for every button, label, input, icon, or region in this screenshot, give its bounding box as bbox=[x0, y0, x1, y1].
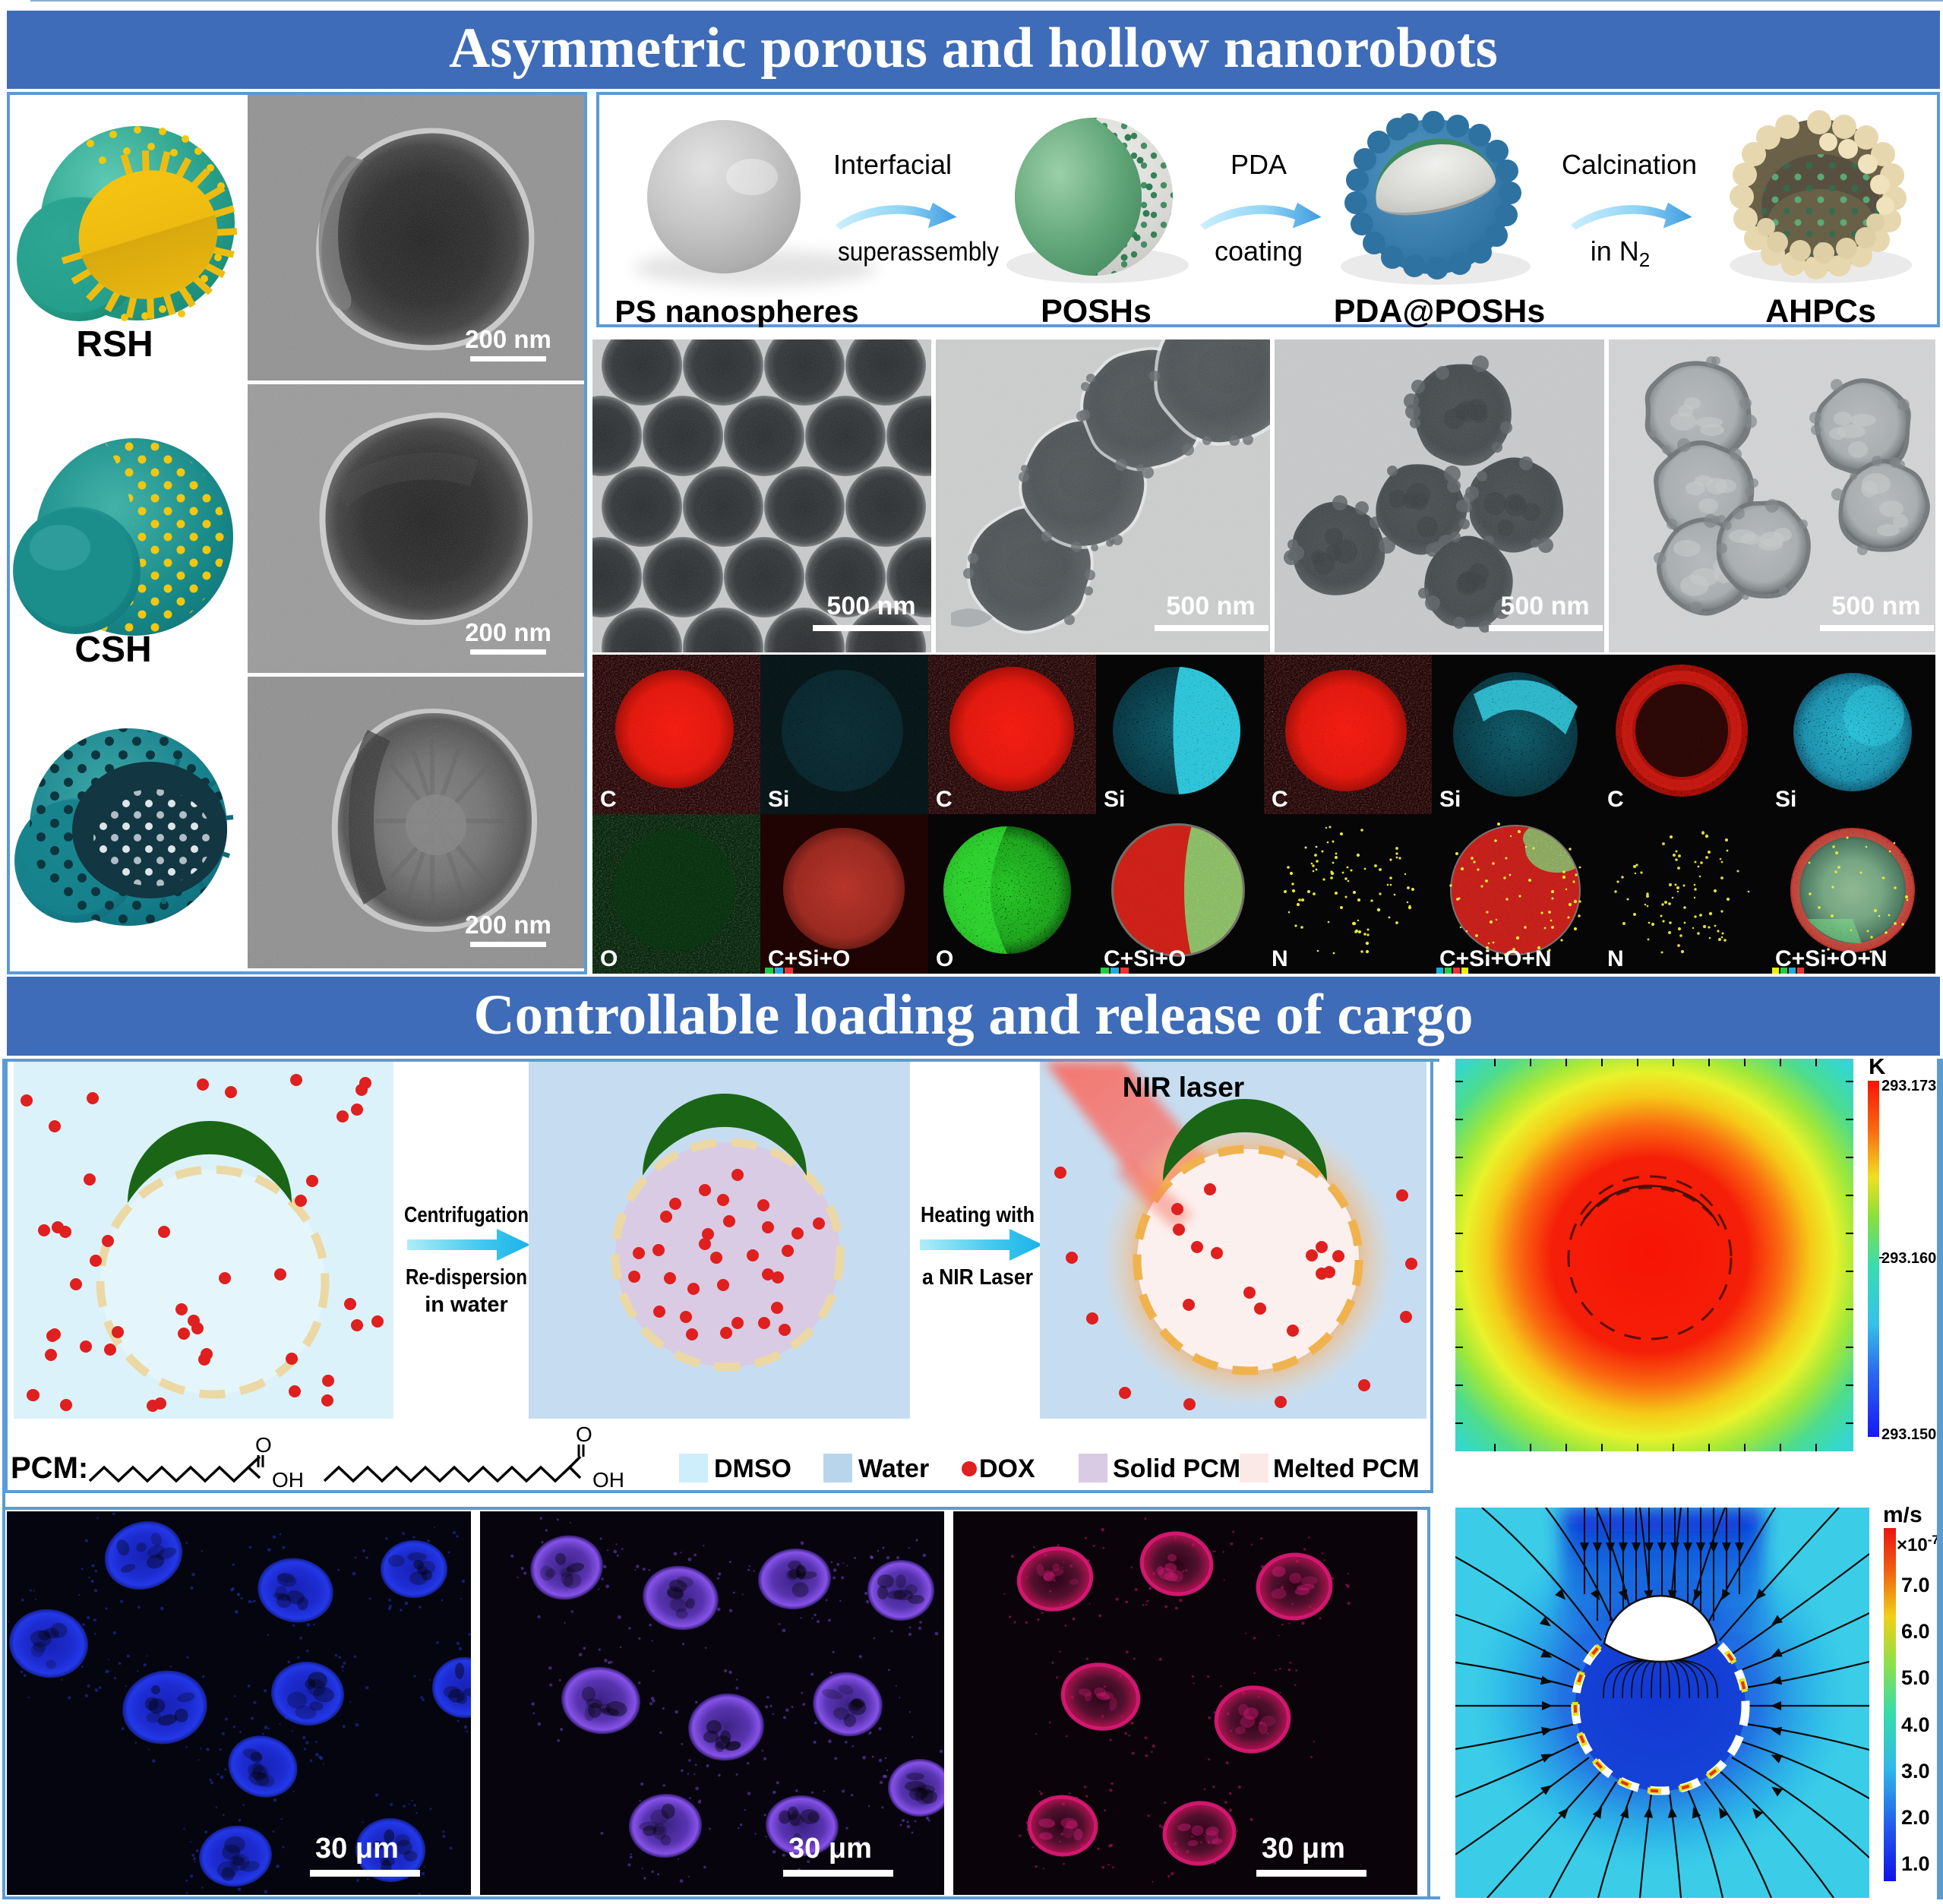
svg-text:coating: coating bbox=[1215, 235, 1303, 267]
svg-text:Si: Si bbox=[1775, 787, 1796, 812]
svg-text:Si: Si bbox=[768, 787, 789, 812]
svg-text:Si: Si bbox=[1439, 787, 1461, 812]
svg-text:O: O bbox=[600, 946, 618, 971]
svg-text:Centrifugation: Centrifugation bbox=[404, 1203, 529, 1227]
svg-text:6.0: 6.0 bbox=[1901, 1620, 1930, 1643]
svg-text:in N2: in N2 bbox=[1591, 235, 1651, 271]
svg-text:293.173: 293.173 bbox=[1881, 1078, 1936, 1094]
svg-text:Heating with: Heating with bbox=[921, 1203, 1035, 1227]
svg-text:C+Si+O: C+Si+O bbox=[768, 946, 850, 971]
svg-text:PS nanospheres: PS nanospheres bbox=[614, 294, 858, 327]
svg-text:200 nm: 200 nm bbox=[465, 325, 551, 353]
svg-text:O: O bbox=[936, 946, 953, 971]
svg-text:500 nm: 500 nm bbox=[1500, 592, 1589, 620]
svg-text:m/s: m/s bbox=[1883, 1507, 1922, 1527]
svg-text:200 nm: 200 nm bbox=[465, 618, 551, 646]
svg-text:293.150: 293.150 bbox=[1881, 1426, 1936, 1443]
svg-text:N: N bbox=[1607, 946, 1624, 971]
svg-text:C: C bbox=[936, 787, 953, 812]
svg-text:Re-dispersion: Re-dispersion bbox=[406, 1265, 527, 1290]
svg-text:O: O bbox=[255, 1433, 272, 1457]
svg-text:DMSO: DMSO bbox=[714, 1454, 791, 1483]
svg-text:PDA@POSHs: PDA@POSHs bbox=[1334, 293, 1546, 327]
svg-text:OH: OH bbox=[592, 1468, 624, 1492]
svg-text:500 nm: 500 nm bbox=[1166, 592, 1255, 620]
svg-text:C: C bbox=[600, 787, 617, 812]
svg-text:Interfacial: Interfacial bbox=[833, 149, 952, 180]
svg-text:293.160: 293.160 bbox=[1881, 1250, 1936, 1267]
svg-text:Melted PCM: Melted PCM bbox=[1273, 1454, 1420, 1483]
svg-text:500 nm: 500 nm bbox=[1831, 592, 1920, 620]
svg-text:in water: in water bbox=[425, 1293, 508, 1317]
svg-text:PCM:: PCM: bbox=[11, 1451, 88, 1485]
svg-text:×10-7: ×10-7 bbox=[1897, 1533, 1939, 1555]
svg-text:O: O bbox=[576, 1422, 592, 1446]
svg-text:3.0: 3.0 bbox=[1901, 1760, 1930, 1782]
svg-text:C: C bbox=[1607, 787, 1624, 812]
svg-text:30 μm: 30 μm bbox=[315, 1833, 399, 1865]
svg-text:C+Si+O: C+Si+O bbox=[1104, 946, 1186, 971]
svg-text:1.0: 1.0 bbox=[1901, 1852, 1930, 1875]
svg-text:Solid PCM: Solid PCM bbox=[1113, 1454, 1240, 1483]
svg-text:PDA: PDA bbox=[1231, 149, 1287, 180]
svg-text:C: C bbox=[1272, 787, 1288, 812]
svg-text:30 μm: 30 μm bbox=[788, 1833, 872, 1865]
svg-text:4.0: 4.0 bbox=[1901, 1713, 1930, 1736]
svg-text:2.0: 2.0 bbox=[1901, 1806, 1930, 1829]
svg-text:30 μm: 30 μm bbox=[1262, 1833, 1345, 1865]
svg-text:a NIR Laser: a NIR Laser bbox=[922, 1265, 1033, 1290]
svg-text:Si: Si bbox=[1104, 787, 1125, 812]
svg-text:K: K bbox=[1869, 1059, 1886, 1079]
svg-text:C+Si+O+N: C+Si+O+N bbox=[1439, 946, 1552, 971]
svg-text:N: N bbox=[1272, 946, 1288, 971]
svg-text:POSHs: POSHs bbox=[1041, 293, 1152, 327]
svg-text:Water: Water bbox=[858, 1454, 929, 1483]
svg-text:OH: OH bbox=[272, 1468, 304, 1492]
svg-text:200 nm: 200 nm bbox=[465, 911, 551, 939]
svg-text:DOX: DOX bbox=[979, 1454, 1035, 1483]
svg-text:Calcination: Calcination bbox=[1562, 149, 1697, 180]
svg-text:5.0: 5.0 bbox=[1901, 1666, 1930, 1689]
svg-text:CSH: CSH bbox=[74, 630, 151, 670]
svg-text:NIR laser: NIR laser bbox=[1123, 1072, 1244, 1103]
svg-text:7.0: 7.0 bbox=[1901, 1574, 1930, 1596]
svg-text:superassembly: superassembly bbox=[838, 237, 999, 267]
svg-text:AHPCs: AHPCs bbox=[1765, 293, 1876, 327]
svg-text:500 nm: 500 nm bbox=[826, 592, 915, 620]
svg-text:C+Si+O+N: C+Si+O+N bbox=[1775, 946, 1888, 971]
svg-text:RSH: RSH bbox=[76, 324, 153, 365]
